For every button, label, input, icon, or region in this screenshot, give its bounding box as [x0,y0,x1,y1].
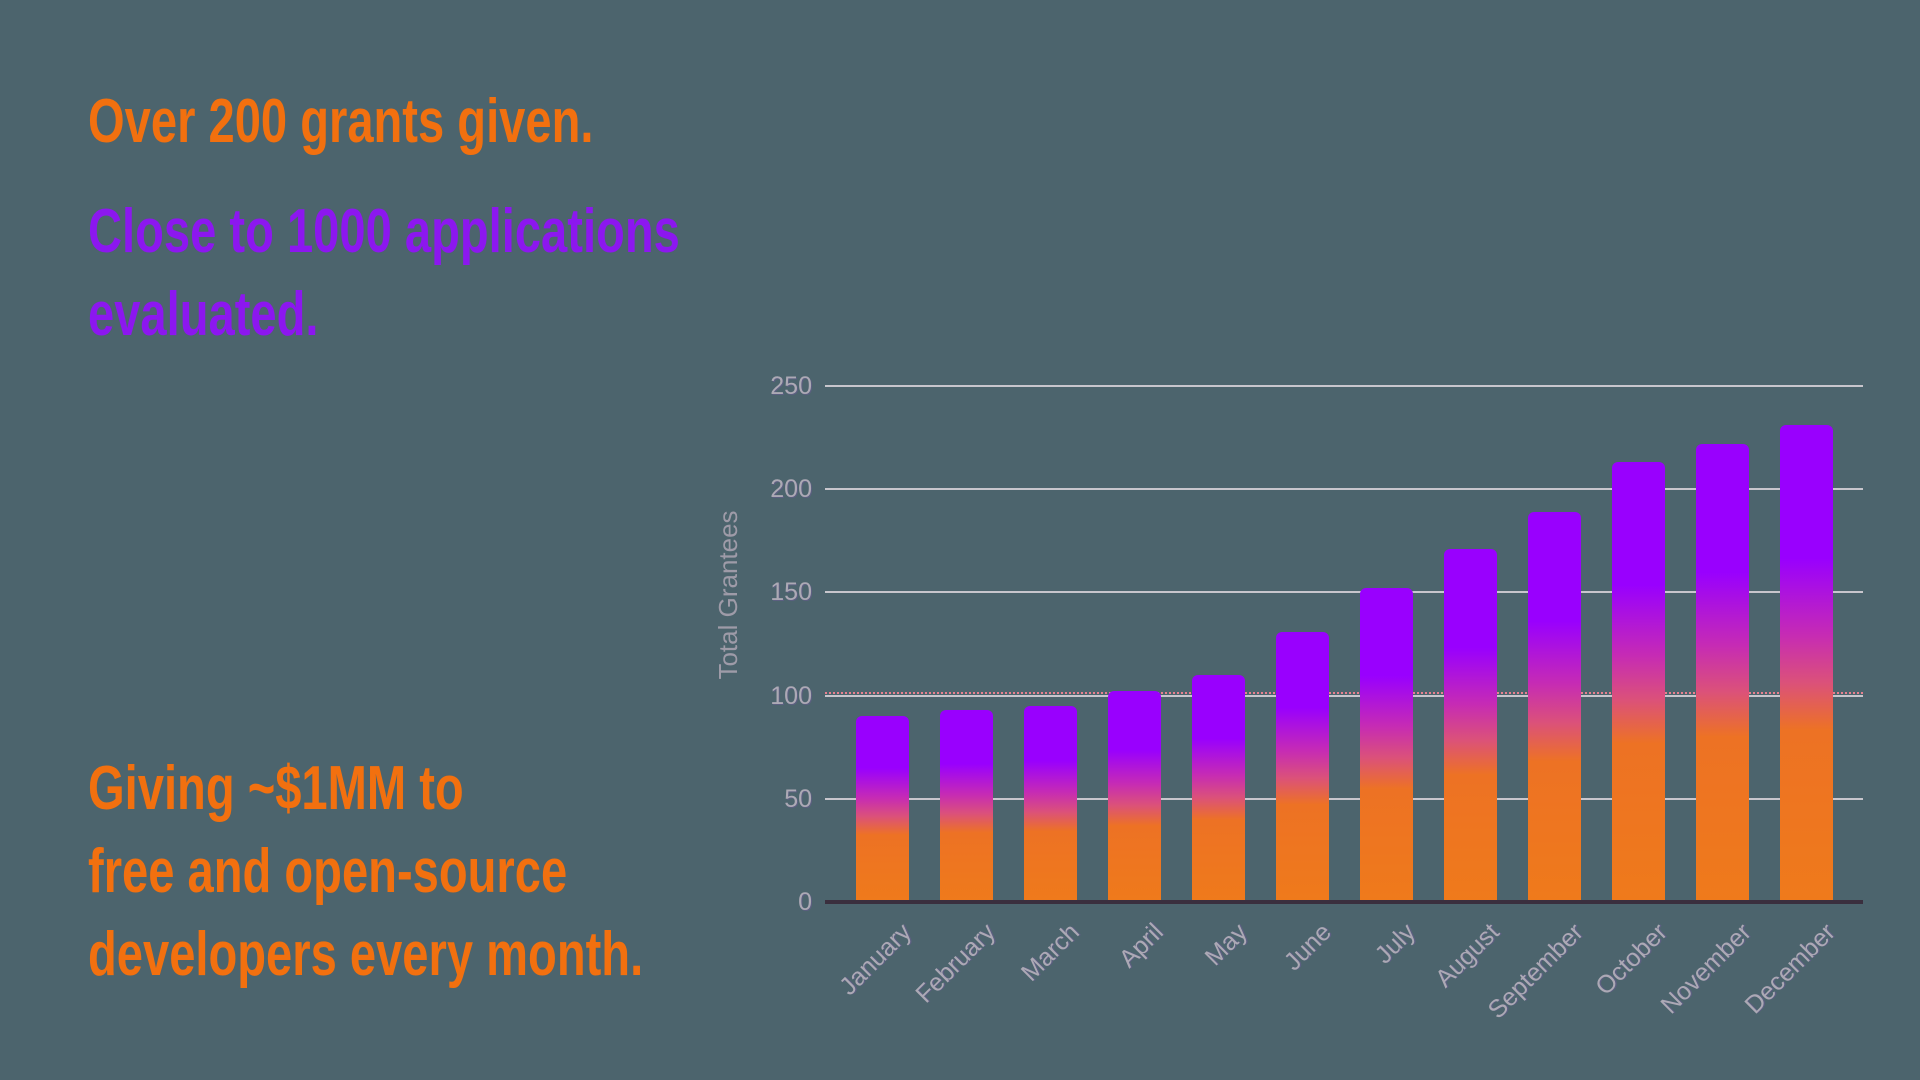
gridline-250 [825,385,1863,387]
bar-april [1107,691,1161,902]
y-tick-label-200: 200 [770,475,812,504]
x-label-december: December [1739,918,1841,1020]
x-label-july: July [1369,918,1421,970]
bar-february [939,710,993,902]
x-label-january: January [834,918,917,1001]
gridline-50 [825,797,1863,800]
threshold-dotted-line [825,691,1863,694]
bar-july [1359,588,1413,902]
x-label-march: March [1015,918,1085,987]
x-label-february: February [910,918,1001,1009]
x-label-june: June [1278,918,1337,977]
y-tick-label-250: 250 [770,372,812,400]
bar-june [1275,631,1329,902]
grantees-bar-chart: Total Grantees 0 50 100 150 200 250 January Fe… [713,373,1863,1024]
stat-applications-line-1: Close to 1000 applications [88,197,680,266]
stat-giving-line-1: Giving ~$1MM to [88,754,464,823]
bar-january [855,716,909,902]
y-tick-label-50: 50 [784,784,812,813]
x-axis-line [825,900,1863,904]
bar-october [1611,462,1665,902]
bar-march [1023,705,1077,902]
stat-giving-amount: Giving ~$1MM to free and open-source dev… [88,747,643,996]
y-tick-label-150: 150 [770,578,812,607]
stat-grants-given: Over 200 grants given. [88,80,593,163]
stat-grants-line: Over 200 grants given. [88,87,594,156]
bar-november [1695,443,1749,902]
gridline-150 [825,591,1863,594]
gridline-200 [825,488,1863,491]
y-axis-title: Total Grantees [713,510,743,680]
stat-applications-evaluated: Close to 1000 applications evaluated. [88,190,680,356]
bar-september [1527,511,1581,902]
stat-giving-line-3: developers every month. [88,920,644,989]
x-label-november: November [1655,918,1757,1020]
x-label-april: April [1113,918,1169,974]
plot-area: Total Grantees 0 50 100 150 200 250 January Fe… [713,373,1863,1024]
bar-may [1191,674,1245,902]
x-label-october: October [1590,918,1673,1001]
y-tick-label-0: 0 [798,888,812,916]
bar-august [1443,549,1497,902]
x-label-may: May [1199,918,1253,972]
y-tick-label-100: 100 [770,681,812,710]
gridline-100 [825,694,1863,697]
stat-applications-line-2: evaluated. [88,280,319,349]
bar-december [1779,425,1833,902]
stat-giving-line-2: free and open-source [88,837,568,906]
x-label-august: August [1429,918,1505,993]
